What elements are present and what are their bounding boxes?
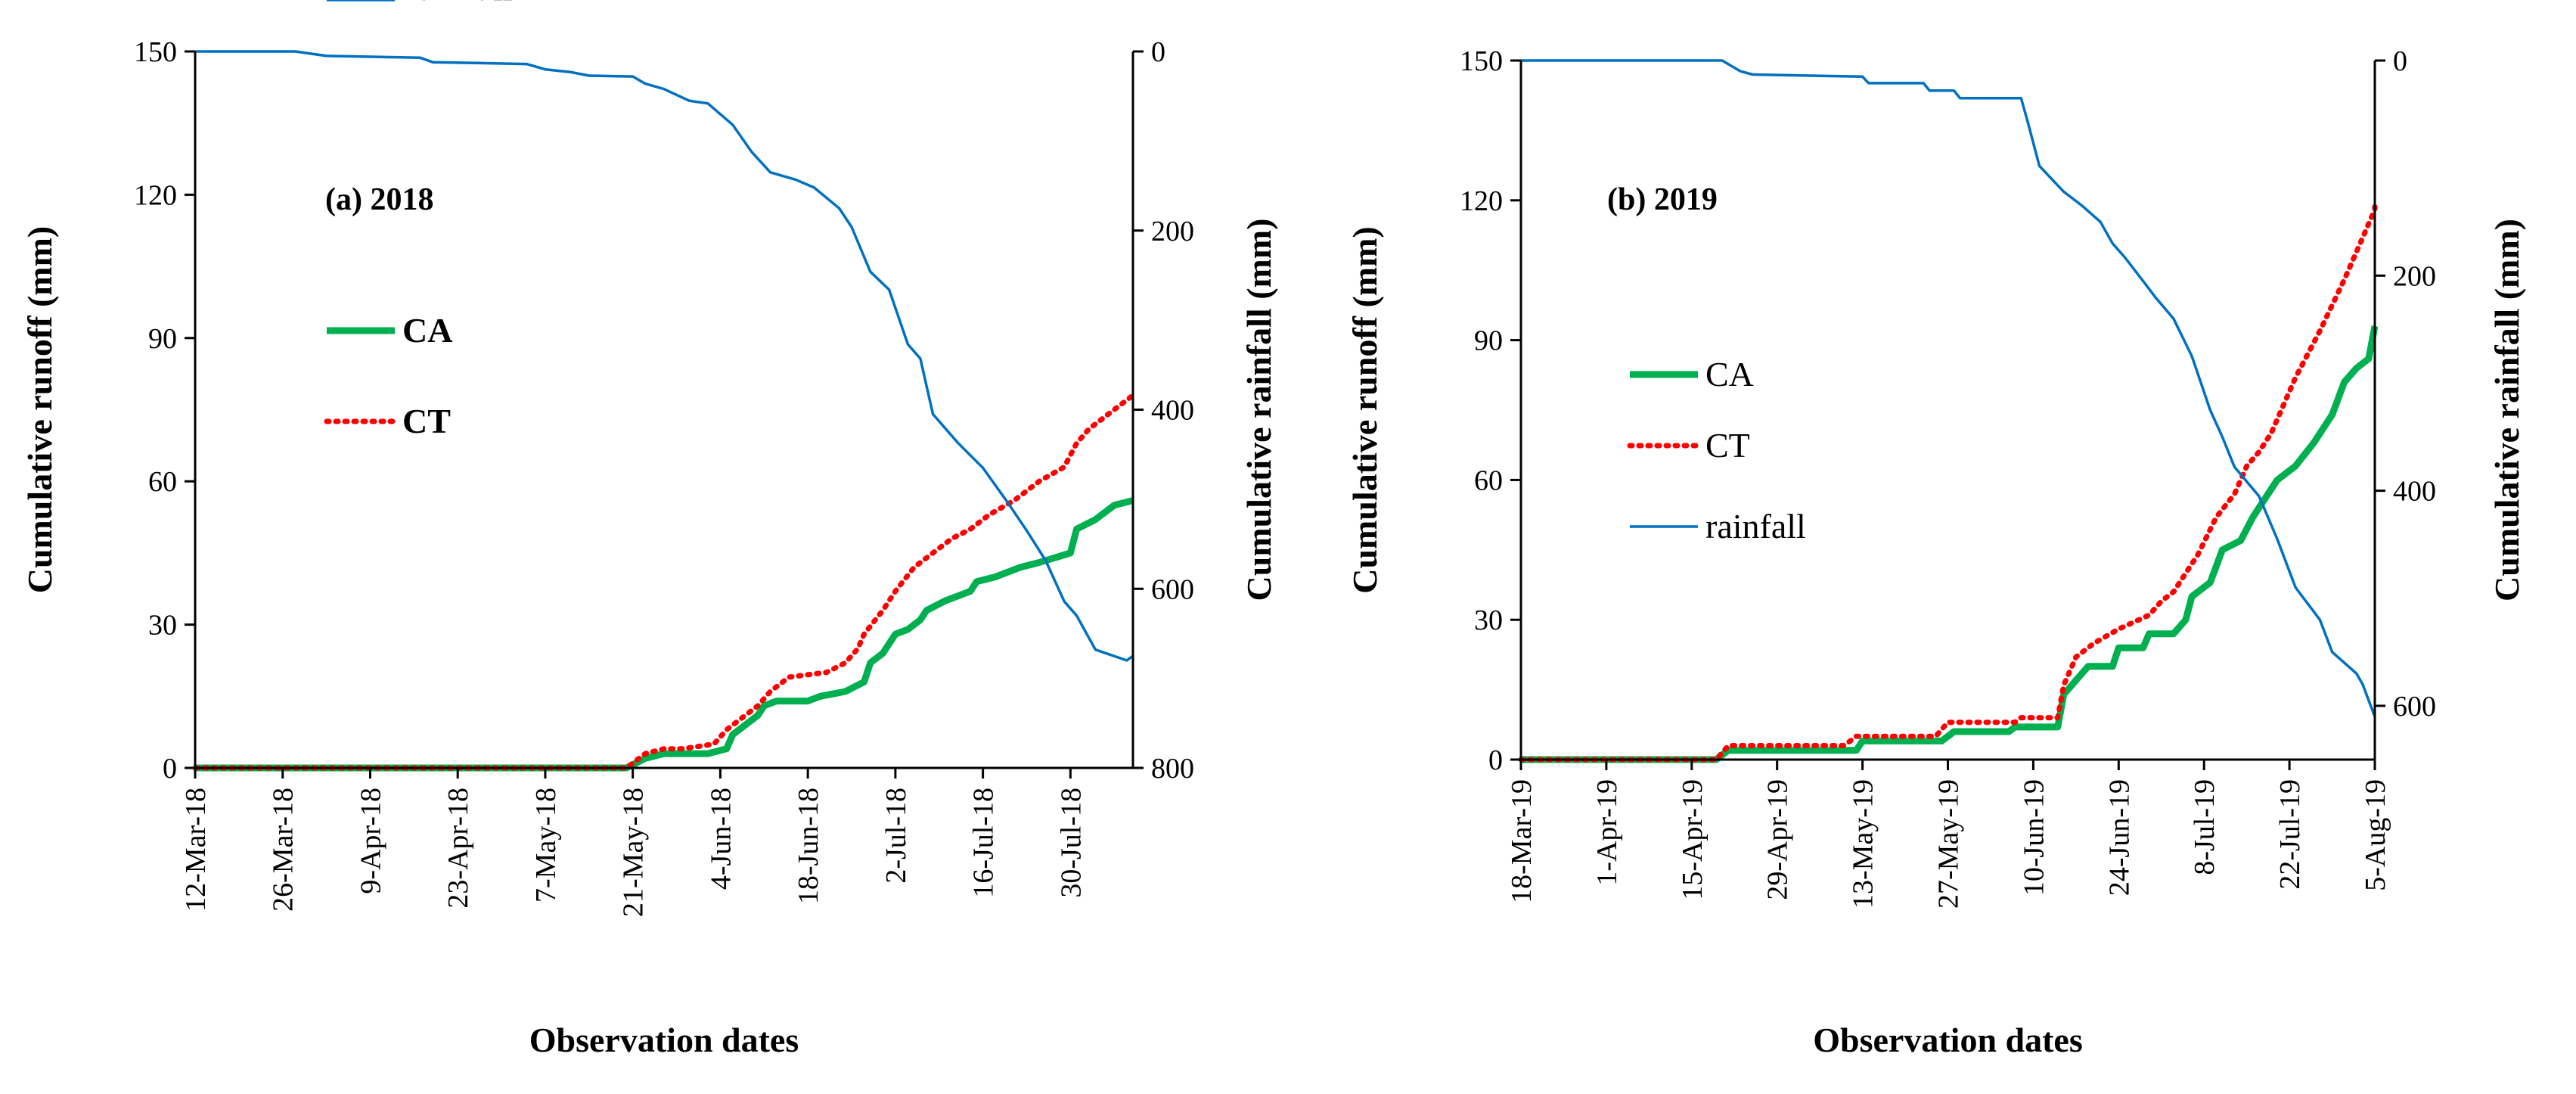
x-tick-label: 18-Mar-19	[1506, 779, 1538, 903]
y2-axis-title: Cumulative rainfall (mm)	[1240, 219, 1278, 601]
x-tick-label: 5-Aug-19	[2360, 779, 2391, 891]
series-line-rainfall	[1521, 59, 2376, 717]
y2-axis-title: Cumulative rainfall (mm)	[2488, 219, 2526, 601]
series-line-ca	[195, 497, 1134, 772]
y2-tick-label: 0	[1151, 36, 1165, 68]
legend-label-ct: CT	[402, 402, 451, 440]
y2-tick-label: 600	[2393, 691, 2436, 723]
x-axis-title: Observation dates	[1813, 1021, 2083, 1059]
x-tick-label: 4-Jun-18	[705, 788, 737, 890]
x-axis-title: Observation dates	[529, 1021, 799, 1059]
legend-label-ca: CA	[402, 311, 452, 350]
x-tick-label: 13-May-19	[1848, 779, 1879, 909]
y-tick-label: 120	[1460, 185, 1503, 217]
y-axis-title: Cumulative runoff (mm)	[1345, 226, 1384, 594]
series-line-ca	[1521, 325, 2379, 763]
x-tick-label: 8-Jul-19	[2189, 779, 2221, 875]
y-tick-label: 90	[1474, 325, 1503, 357]
x-tick-label: 30-Jul-18	[1055, 788, 1087, 898]
legend-label-ca: CA	[1705, 355, 1754, 393]
y-tick-label: 0	[163, 753, 177, 785]
x-tick-label: 23-Apr-18	[442, 788, 474, 909]
x-tick-label: 15-Apr-19	[1677, 779, 1709, 900]
x-tick-label: 26-Mar-18	[268, 788, 299, 912]
y2-tick-label: 200	[1151, 216, 1194, 247]
x-tick-label: 9-Apr-18	[355, 788, 386, 894]
y-tick-label: 60	[148, 466, 177, 498]
y2-tick-label: 800	[1151, 753, 1194, 785]
x-tick-label: 2-Jul-18	[880, 788, 912, 884]
y-tick-label: 120	[134, 179, 177, 211]
series-line-ct	[1518, 197, 2378, 763]
x-tick-label: 18-Jun-18	[793, 788, 824, 904]
x-tick-label: 16-Jul-18	[968, 788, 1000, 898]
y-tick-label: 150	[1460, 45, 1503, 77]
legend-label-rainfall: rainfall	[1705, 507, 1806, 545]
series-line-ct	[192, 393, 1136, 771]
y2-tick-label: 400	[2393, 476, 2436, 508]
y-tick-label: 0	[1488, 744, 1503, 776]
y2-tick-label: 400	[1151, 395, 1194, 427]
x-tick-label: 24-Jun-19	[2103, 779, 2135, 896]
y-tick-label: 30	[1474, 604, 1503, 636]
y-tick-label: 150	[134, 36, 177, 68]
chart-panel-2018: 0 30 60 90 120 150 0 200 400 600 800 12-Mar-18 26-Ma…	[20, 0, 1278, 1059]
y2-tick-label: 200	[2393, 260, 2436, 292]
x-tick-label: 21-May-18	[618, 788, 650, 917]
panel-label: (a) 2018	[325, 182, 433, 217]
y-axis-title: Cumulative runoff (mm)	[20, 226, 59, 594]
y-tick-label: 90	[148, 323, 177, 355]
y2-tick-label: 0	[2393, 45, 2407, 77]
legend-label-ct: CT	[1705, 426, 1750, 465]
x-tick-label: 27-May-19	[1933, 779, 1965, 909]
panel-label: (b) 2019	[1607, 182, 1718, 217]
x-tick-label: 29-Apr-19	[1762, 779, 1794, 900]
y2-tick-label: 600	[1151, 573, 1194, 605]
x-tick-label: 1-Apr-19	[1591, 779, 1623, 886]
y-tick-label: 60	[1474, 465, 1503, 496]
legend-label-rainfall: rainfall	[402, 0, 513, 8]
x-tick-label: 12-Mar-18	[180, 788, 212, 912]
x-tick-label: 7-May-18	[530, 788, 562, 903]
y-tick-label: 30	[148, 610, 177, 642]
series-line-rainfall	[195, 50, 1134, 662]
chart-panel-2019: 0 30 60 90 120 150 0 200 400 600 18-Mar-19 1-Apr-19…	[1345, 45, 2526, 1059]
x-tick-label: 10-Jun-19	[2018, 779, 2050, 896]
x-tick-label: 22-Jul-19	[2274, 779, 2306, 890]
